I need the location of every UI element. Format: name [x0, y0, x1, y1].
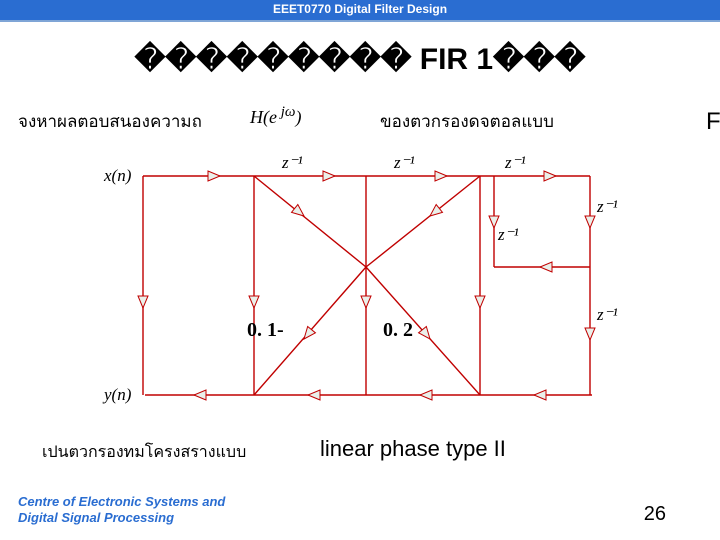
z1: z⁻¹: [281, 153, 303, 172]
footer-line1: Centre of Electronic Systems and: [18, 494, 225, 509]
footer: Centre of Electronic Systems and Digital…: [18, 494, 225, 527]
z4: z⁻¹: [596, 197, 618, 216]
z3: z⁻¹: [504, 153, 526, 172]
coef-c1: 0. 1-: [247, 319, 284, 341]
z5: z⁻¹: [497, 225, 519, 244]
z6: z⁻¹: [596, 305, 618, 324]
footer-line2: Digital Signal Processing: [18, 510, 174, 525]
xn-label: x(n): [103, 166, 132, 185]
structure-text-en: linear phase type II: [320, 436, 506, 462]
structure-text-thai: เปนตวกรองทมโครงสรางแบบ: [42, 440, 246, 465]
z2: z⁻¹: [393, 153, 415, 172]
coef-c2: 0. 2: [383, 319, 413, 341]
page-number: 26: [644, 503, 666, 526]
yn-label: y(n): [102, 385, 132, 404]
